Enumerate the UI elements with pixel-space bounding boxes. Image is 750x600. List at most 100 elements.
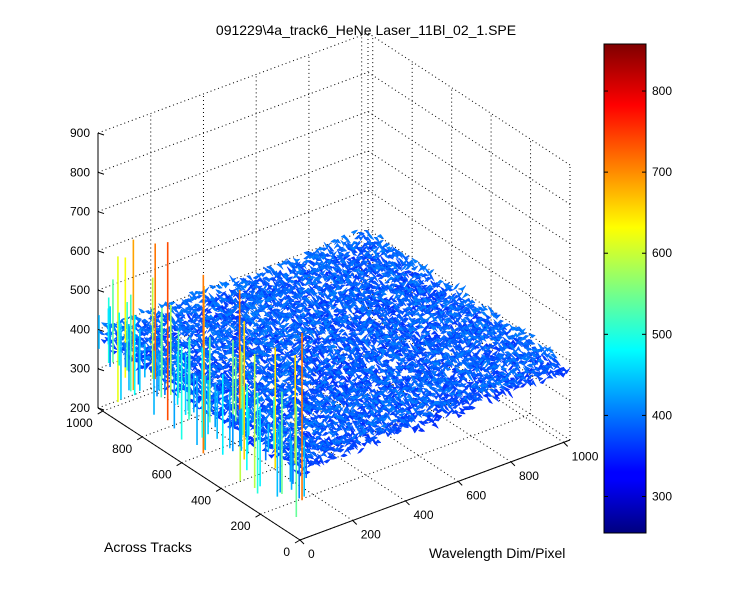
surface-patch bbox=[245, 275, 254, 282]
surface-patch bbox=[355, 256, 364, 260]
surface-patch bbox=[221, 282, 230, 289]
surface-patch bbox=[402, 293, 410, 301]
surface-patch bbox=[194, 354, 202, 361]
surface-patch bbox=[285, 277, 293, 284]
surface-patch bbox=[357, 274, 366, 281]
surface-patch bbox=[223, 359, 232, 367]
surface-patch bbox=[212, 324, 221, 328]
surface-patch bbox=[216, 364, 225, 371]
surface-patch bbox=[343, 299, 351, 307]
surface-patch bbox=[274, 292, 282, 299]
surface-patch bbox=[436, 279, 444, 284]
surface-patch bbox=[342, 252, 351, 258]
surface-patch bbox=[351, 375, 359, 383]
surface-patch bbox=[430, 280, 438, 289]
surface-patch bbox=[365, 302, 374, 310]
surface-patch bbox=[254, 339, 262, 346]
surface-patch bbox=[297, 288, 306, 294]
surface-patch bbox=[313, 301, 321, 309]
surface-patch bbox=[349, 302, 357, 310]
surface-patch bbox=[480, 311, 488, 316]
surface-patch bbox=[339, 308, 347, 314]
surface-patch bbox=[192, 340, 200, 348]
surface-patch bbox=[299, 305, 308, 313]
surface-patch bbox=[258, 330, 266, 338]
surface-patch bbox=[226, 310, 234, 317]
surface-patch bbox=[264, 288, 273, 295]
surface-patch bbox=[334, 274, 343, 280]
surface-patch bbox=[318, 324, 327, 330]
surface-patch bbox=[329, 292, 338, 298]
surface-patch bbox=[412, 292, 421, 299]
surface-patch bbox=[242, 288, 250, 295]
surface-patch bbox=[285, 313, 294, 319]
surface-patch bbox=[329, 255, 337, 262]
surface-patch bbox=[378, 249, 387, 253]
surface-patch bbox=[375, 260, 384, 265]
surface-patch bbox=[291, 323, 300, 331]
surface-patch bbox=[252, 322, 261, 328]
surface-patch bbox=[245, 327, 254, 334]
surface-patch bbox=[208, 284, 217, 290]
surface-patch bbox=[244, 338, 253, 345]
surface-patch bbox=[310, 288, 319, 296]
surface-patch bbox=[267, 343, 276, 349]
surface-patch bbox=[276, 262, 284, 270]
surface-patch bbox=[211, 299, 219, 308]
surface-patch bbox=[346, 299, 355, 305]
surface-patch bbox=[302, 259, 311, 264]
surface-patch bbox=[372, 300, 381, 305]
surface-patch bbox=[324, 285, 332, 292]
surface-patch bbox=[215, 289, 223, 295]
surface-patch bbox=[385, 260, 393, 267]
surface-patch bbox=[250, 304, 259, 311]
surface-patch bbox=[380, 284, 388, 292]
surface-patch bbox=[458, 285, 467, 292]
surface-patch bbox=[404, 305, 413, 310]
surface-patch bbox=[374, 265, 383, 271]
surface-patch bbox=[546, 348, 555, 355]
surface-patch bbox=[184, 310, 192, 315]
surface-patch bbox=[269, 308, 277, 319]
surface-patch bbox=[145, 336, 154, 345]
surface-patch bbox=[249, 284, 257, 292]
surface-patch bbox=[269, 277, 278, 281]
surface-patch bbox=[225, 326, 234, 335]
surface-patch bbox=[265, 285, 274, 291]
surface-patch bbox=[337, 280, 346, 285]
surface-patch bbox=[301, 331, 309, 339]
grid-line bbox=[97, 32, 369, 134]
surface-patch bbox=[410, 265, 419, 271]
surface-patch bbox=[319, 255, 328, 260]
surface-patch bbox=[288, 279, 296, 284]
surface-patch bbox=[309, 265, 317, 272]
surface-patch bbox=[356, 246, 365, 251]
grid-line bbox=[367, 32, 571, 166]
surface-patch bbox=[299, 311, 307, 317]
surface-patch bbox=[341, 269, 349, 276]
surface-patch bbox=[343, 234, 352, 244]
surface-patch bbox=[192, 294, 200, 301]
surface-patch bbox=[208, 292, 216, 300]
surface-patch bbox=[298, 275, 307, 282]
surface-patch bbox=[350, 240, 358, 247]
surface-patch bbox=[364, 279, 372, 287]
surface-patch bbox=[411, 257, 419, 264]
surface-patch bbox=[248, 288, 256, 294]
surface-patch bbox=[270, 294, 279, 302]
surface-patch bbox=[369, 245, 378, 253]
surface-patch bbox=[363, 296, 371, 300]
surface-patch bbox=[274, 335, 283, 340]
chart-title: 091229\4a_track6_HeNe Laser_11Bl_02_1.SP… bbox=[216, 22, 516, 38]
surface-patch bbox=[315, 312, 324, 319]
surface-patch bbox=[203, 316, 212, 321]
grid-line bbox=[97, 71, 369, 173]
surface-patch bbox=[321, 431, 330, 436]
surface-patch bbox=[184, 306, 192, 312]
surface-patch bbox=[340, 287, 348, 294]
surface-patch bbox=[186, 323, 195, 330]
surface-patch bbox=[215, 326, 224, 334]
surface-patch bbox=[258, 316, 267, 324]
surface-patch bbox=[134, 319, 142, 326]
surface-patch bbox=[278, 332, 286, 337]
